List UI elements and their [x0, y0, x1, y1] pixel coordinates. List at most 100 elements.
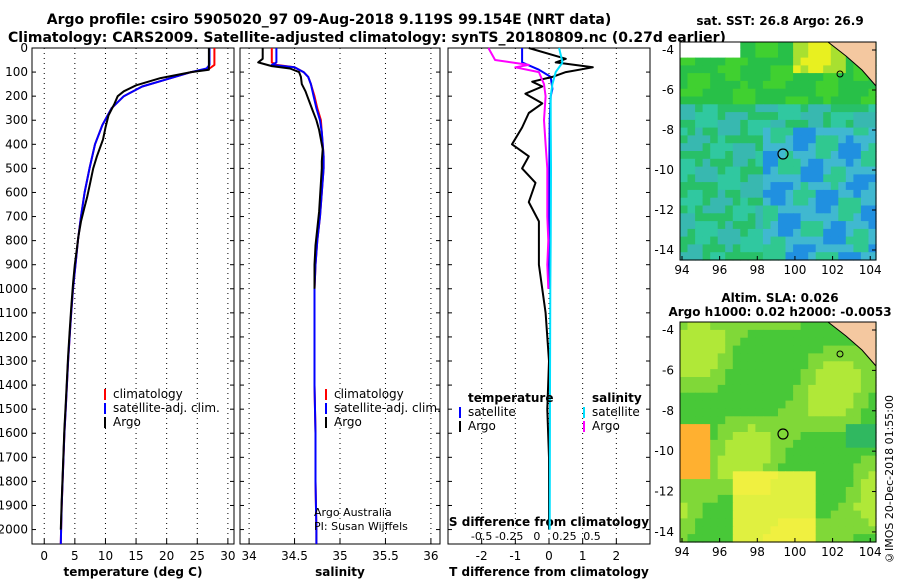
- sst-map-cell: [755, 119, 764, 129]
- sla-map-cell: [702, 526, 711, 535]
- sla-map-cell: [687, 463, 696, 472]
- sst-map-cell: [838, 221, 847, 230]
- sst-map-cell: [785, 189, 794, 199]
- sst-map-cell: [680, 127, 689, 136]
- sla-map-cell: [823, 502, 832, 512]
- sla-map-cell: [702, 534, 711, 543]
- sla-map-cell: [815, 392, 824, 402]
- sla-map-cell: [747, 392, 756, 402]
- sst-map-cell: [823, 221, 832, 230]
- sla-map-cell: [778, 369, 787, 378]
- sla-map-cell: [702, 447, 711, 457]
- sla-map-cell: [785, 439, 794, 449]
- sla-map-cell: [868, 534, 877, 543]
- sla-map-cell: [823, 369, 832, 378]
- sst-map-cell: [717, 182, 726, 191]
- sla-map-cell: [823, 424, 832, 433]
- sst-map-cell: [860, 244, 869, 253]
- sla-map-cell: [732, 526, 741, 535]
- depth-tick-label: 1800: [0, 474, 28, 488]
- sla-map-cell: [680, 322, 689, 331]
- sla-map-cell: [740, 479, 749, 488]
- sst-map-cell: [845, 135, 854, 144]
- sla-map-cell: [853, 487, 862, 496]
- sla-lat-tick-label: -12: [654, 485, 674, 499]
- sst-map-cell: [762, 213, 771, 222]
- sla-map-cell: [740, 455, 749, 465]
- sla-map-cell: [838, 369, 847, 378]
- sst-map-cell: [680, 49, 689, 59]
- sst-map-cell: [823, 112, 832, 121]
- sla-map-cell: [702, 322, 711, 331]
- sla-map-cell: [868, 377, 877, 386]
- sst-map-cell: [725, 65, 734, 74]
- sla-map-cell: [747, 471, 756, 480]
- sla-map-cell: [732, 463, 741, 472]
- sla-map-cell: [838, 329, 847, 339]
- sst-map-cell: [785, 104, 794, 113]
- sst-map-cell: [860, 151, 869, 160]
- sst-map-cell: [732, 42, 741, 51]
- sla-map-cell: [845, 424, 854, 433]
- sst-map-cell: [717, 80, 726, 90]
- sst-map-cell: [838, 119, 847, 129]
- sla-map-cell: [793, 361, 802, 370]
- sst-map-cell: [680, 174, 689, 183]
- sla-lat-tick-label: -10: [654, 444, 674, 458]
- sla-map-cell: [770, 494, 779, 504]
- sla-map-cell: [845, 455, 854, 465]
- sla-map-cell: [710, 510, 719, 520]
- sla-map-cell: [747, 455, 756, 465]
- sla-map-cell: [770, 487, 779, 496]
- sst-map-cell: [695, 127, 704, 136]
- sst-map-cell: [868, 252, 877, 261]
- sla-map-cell: [770, 329, 779, 339]
- sla-map-cell: [823, 345, 832, 355]
- sst-map-cell: [732, 213, 741, 222]
- sla-map-cell: [725, 471, 734, 480]
- sst-map-cell: [687, 143, 696, 152]
- sla-map-cell: [755, 494, 764, 504]
- sst-map-cell: [815, 65, 824, 74]
- sst-map-cell: [838, 57, 847, 66]
- sla-map-cell: [838, 526, 847, 535]
- sst-map-cell: [830, 236, 839, 245]
- sst-map-cell: [853, 228, 862, 238]
- sla-map-cell: [860, 424, 869, 433]
- sla-map-cell: [793, 384, 802, 394]
- depth-tick-label: 400: [5, 137, 28, 151]
- sst-map-cell: [702, 221, 711, 230]
- sst-map-cell: [740, 88, 749, 98]
- temperature-tick-label: 30: [220, 549, 235, 563]
- sla-map-cell: [800, 526, 809, 535]
- sst-map-cell: [845, 119, 854, 129]
- sla-map-cell: [815, 479, 824, 488]
- sla-map-cell: [838, 345, 847, 355]
- sst-map-cell: [740, 197, 749, 207]
- sla-map-cell: [778, 463, 787, 472]
- sst-map-cell: [800, 112, 809, 121]
- sla-map-cell: [770, 463, 779, 472]
- sla-map-cell: [778, 510, 787, 520]
- sla-map-cell: [860, 494, 869, 504]
- sst-map-cell: [785, 96, 794, 105]
- tdiff-tick-label: 1: [579, 549, 587, 563]
- sst-map-cell: [800, 57, 809, 66]
- tdiff-tick-label: -2: [476, 549, 488, 563]
- sla-map-cell: [823, 432, 832, 441]
- sla-map-cell: [732, 416, 741, 425]
- sst-map-cell: [845, 104, 854, 113]
- sla-lat-tick-label: -8: [662, 404, 674, 418]
- sst-map-cell: [747, 127, 756, 136]
- sla-map-cell: [770, 432, 779, 441]
- sst-map-cell: [680, 88, 689, 98]
- sla-map-cell: [747, 322, 756, 331]
- sst-map-cell: [687, 127, 696, 136]
- temperature-axis-label: temperature (deg C): [64, 565, 203, 579]
- sla-map-cell: [800, 377, 809, 386]
- sst-map-cell: [755, 228, 764, 238]
- sst-map-cell: [717, 252, 726, 261]
- sst-map-cell: [845, 112, 854, 121]
- sla-map-cell: [710, 408, 719, 417]
- sla-map-cell: [845, 345, 854, 355]
